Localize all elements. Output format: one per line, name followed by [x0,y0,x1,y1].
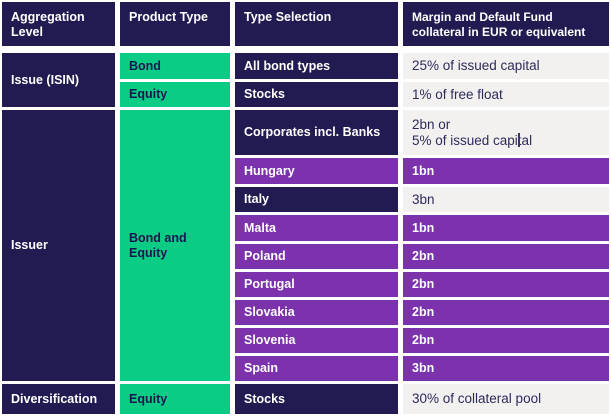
cell-aggregation-diversification: Diversification [2,384,115,414]
cell-product-equity-diversification: Equity [120,384,230,414]
cell-value-spain: 3bn [403,356,609,381]
cell-value-free-float: 1% of free float [403,82,609,107]
cell-aggregation-issue-isin: Issue (ISIN) [2,53,115,107]
cell-country-spain: Spain [235,356,398,381]
header-margin-line2: collateral in EUR or equivalent [412,25,586,39]
cell-country-malta: Malta [235,215,398,241]
cell-country-poland: Poland [235,244,398,269]
cell-type-stocks: Stocks [235,82,398,107]
cell-value-portugal: 2bn [403,272,609,297]
header-cell-type-selection: Type Selection [235,2,398,46]
text-cursor [518,133,520,147]
cell-value-collateral-pool: 30% of collateral pool [403,384,609,414]
cell-product-equity: Equity [120,82,230,107]
cell-country-italy: Italy [235,187,398,212]
cell-value-issued-capital: 25% of issued capital [403,53,609,79]
corporates-value-line2: 5% of issued capital [412,132,533,148]
corporates-value-line1: 2bn or [412,116,451,132]
cell-value-slovakia: 2bn [403,300,609,325]
header-margin-line1: Margin and Default Fund [412,10,553,24]
cell-country-portugal: Portugal [235,272,398,297]
cell-type-all-bond-types: All bond types [235,53,398,79]
cell-type-corporates: Corporates incl. Banks [235,110,398,155]
cell-aggregation-issuer: Issuer [2,110,115,381]
cell-country-slovenia: Slovenia [235,328,398,353]
cell-value-malta: 1bn [403,215,609,241]
cell-value-poland: 2bn [403,244,609,269]
cell-type-stocks-diversification: Stocks [235,384,398,414]
cell-country-slovakia: Slovakia [235,300,398,325]
header-cell-aggregation-level: Aggregation Level [2,2,115,46]
cell-country-hungary: Hungary [235,158,398,184]
header-cell-margin-collateral: Margin and Default Fund collateral in EU… [403,2,609,46]
cell-product-bond: Bond [120,53,230,79]
cell-value-italy: 3bn [403,187,609,212]
header-cell-product-type: Product Type [120,2,230,46]
cell-product-bond-and-equity: Bond and Equity [120,110,230,381]
cell-value-hungary: 1bn [403,158,609,184]
cell-value-corporates: 2bn or 5% of issued capital [403,110,609,155]
cell-value-slovenia: 2bn [403,328,609,353]
